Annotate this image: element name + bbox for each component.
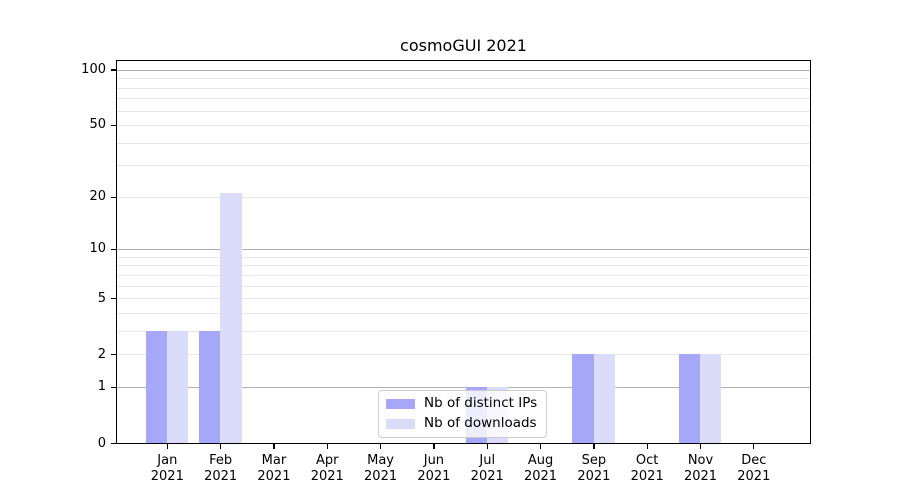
x-tick-label: Jan 2021 xyxy=(150,452,184,484)
minor-gridline xyxy=(116,110,810,112)
y-tick-label: 0 xyxy=(97,435,106,451)
x-tick-label: Sep 2021 xyxy=(577,452,611,484)
x-tick-label: Feb 2021 xyxy=(204,452,238,484)
y-tick-label: 10 xyxy=(89,241,106,257)
y-tick-mark xyxy=(110,196,117,198)
legend-swatch-distinct-ips xyxy=(386,398,415,409)
y-tick-mark xyxy=(110,442,117,445)
chart-title: cosmoGUI 2021 xyxy=(400,36,527,55)
bar-distinct-ips-jan xyxy=(145,331,167,444)
y-tick-mark xyxy=(110,248,117,251)
minor-gridline xyxy=(116,98,810,100)
x-tick-mark xyxy=(646,443,648,449)
legend: Nb of distinct IPs Nb of downloads xyxy=(378,389,547,438)
minor-gridline xyxy=(116,274,810,276)
bar-downloads-jan xyxy=(166,331,189,444)
x-tick-label: Nov 2021 xyxy=(683,452,718,484)
major-gridline xyxy=(116,69,810,71)
x-tick-mark xyxy=(753,443,755,449)
minor-gridline xyxy=(116,312,810,314)
x-tick-mark xyxy=(273,443,275,449)
plot-area xyxy=(115,60,811,445)
minor-gridline xyxy=(116,165,810,167)
bar-downloads-nov xyxy=(700,354,722,444)
major-gridline xyxy=(116,387,810,389)
x-tick-mark xyxy=(379,443,382,449)
x-tick-label: Oct 2021 xyxy=(630,452,664,484)
x-tick-mark xyxy=(699,443,702,449)
y-tick-mark xyxy=(110,69,117,71)
minor-gridline xyxy=(116,142,810,144)
x-tick-label: Apr 2021 xyxy=(310,452,344,484)
y-tick-label: 20 xyxy=(89,189,106,205)
legend-item-distinct-ips: Nb of distinct IPs xyxy=(386,396,546,411)
x-tick-label: Aug 2021 xyxy=(523,452,558,484)
minor-gridline xyxy=(116,285,810,287)
legend-label-downloads: Nb of downloads xyxy=(424,415,537,431)
minor-gridline xyxy=(116,196,810,198)
y-tick-label: 50 xyxy=(89,117,106,133)
minor-gridline xyxy=(116,87,810,89)
x-tick-mark xyxy=(486,443,488,449)
minor-gridline xyxy=(116,331,810,333)
x-tick-mark xyxy=(219,443,222,449)
bar-distinct-ips-feb xyxy=(199,331,221,444)
x-tick-mark xyxy=(166,443,168,449)
y-tick-label: 2 xyxy=(97,346,106,362)
y-tick-label: 5 xyxy=(97,290,106,306)
x-tick-mark xyxy=(539,443,542,449)
bar-distinct-ips-nov xyxy=(678,354,701,444)
y-tick-mark xyxy=(110,386,117,389)
minor-gridline xyxy=(116,354,810,356)
minor-gridline xyxy=(116,298,810,300)
x-tick-label: Dec 2021 xyxy=(737,452,771,484)
bar-downloads-sep xyxy=(593,354,615,444)
x-tick-mark xyxy=(433,443,435,449)
minor-gridline xyxy=(116,256,810,258)
minor-gridline xyxy=(116,125,810,127)
y-tick-label: 1 xyxy=(97,379,106,395)
y-tick-mark xyxy=(110,353,117,356)
x-tick-mark xyxy=(593,443,595,449)
minor-gridline xyxy=(116,265,810,267)
y-tick-label: 100 xyxy=(81,62,106,78)
major-gridline xyxy=(116,249,810,251)
x-tick-label: Jul 2021 xyxy=(470,452,504,484)
x-tick-mark xyxy=(326,443,328,449)
x-tick-label: May 2021 xyxy=(364,452,398,484)
x-tick-label: Jun 2021 xyxy=(417,452,451,484)
legend-label-distinct-ips: Nb of distinct IPs xyxy=(424,395,538,411)
legend-item-downloads: Nb of downloads xyxy=(386,416,546,431)
y-tick-mark xyxy=(110,124,117,127)
y-tick-mark xyxy=(110,297,117,300)
x-tick-label: Mar 2021 xyxy=(257,452,291,484)
bar-downloads-feb xyxy=(220,193,242,444)
bar-distinct-ips-sep xyxy=(572,354,594,444)
minor-gridline xyxy=(116,78,810,80)
legend-swatch-downloads xyxy=(386,418,415,429)
